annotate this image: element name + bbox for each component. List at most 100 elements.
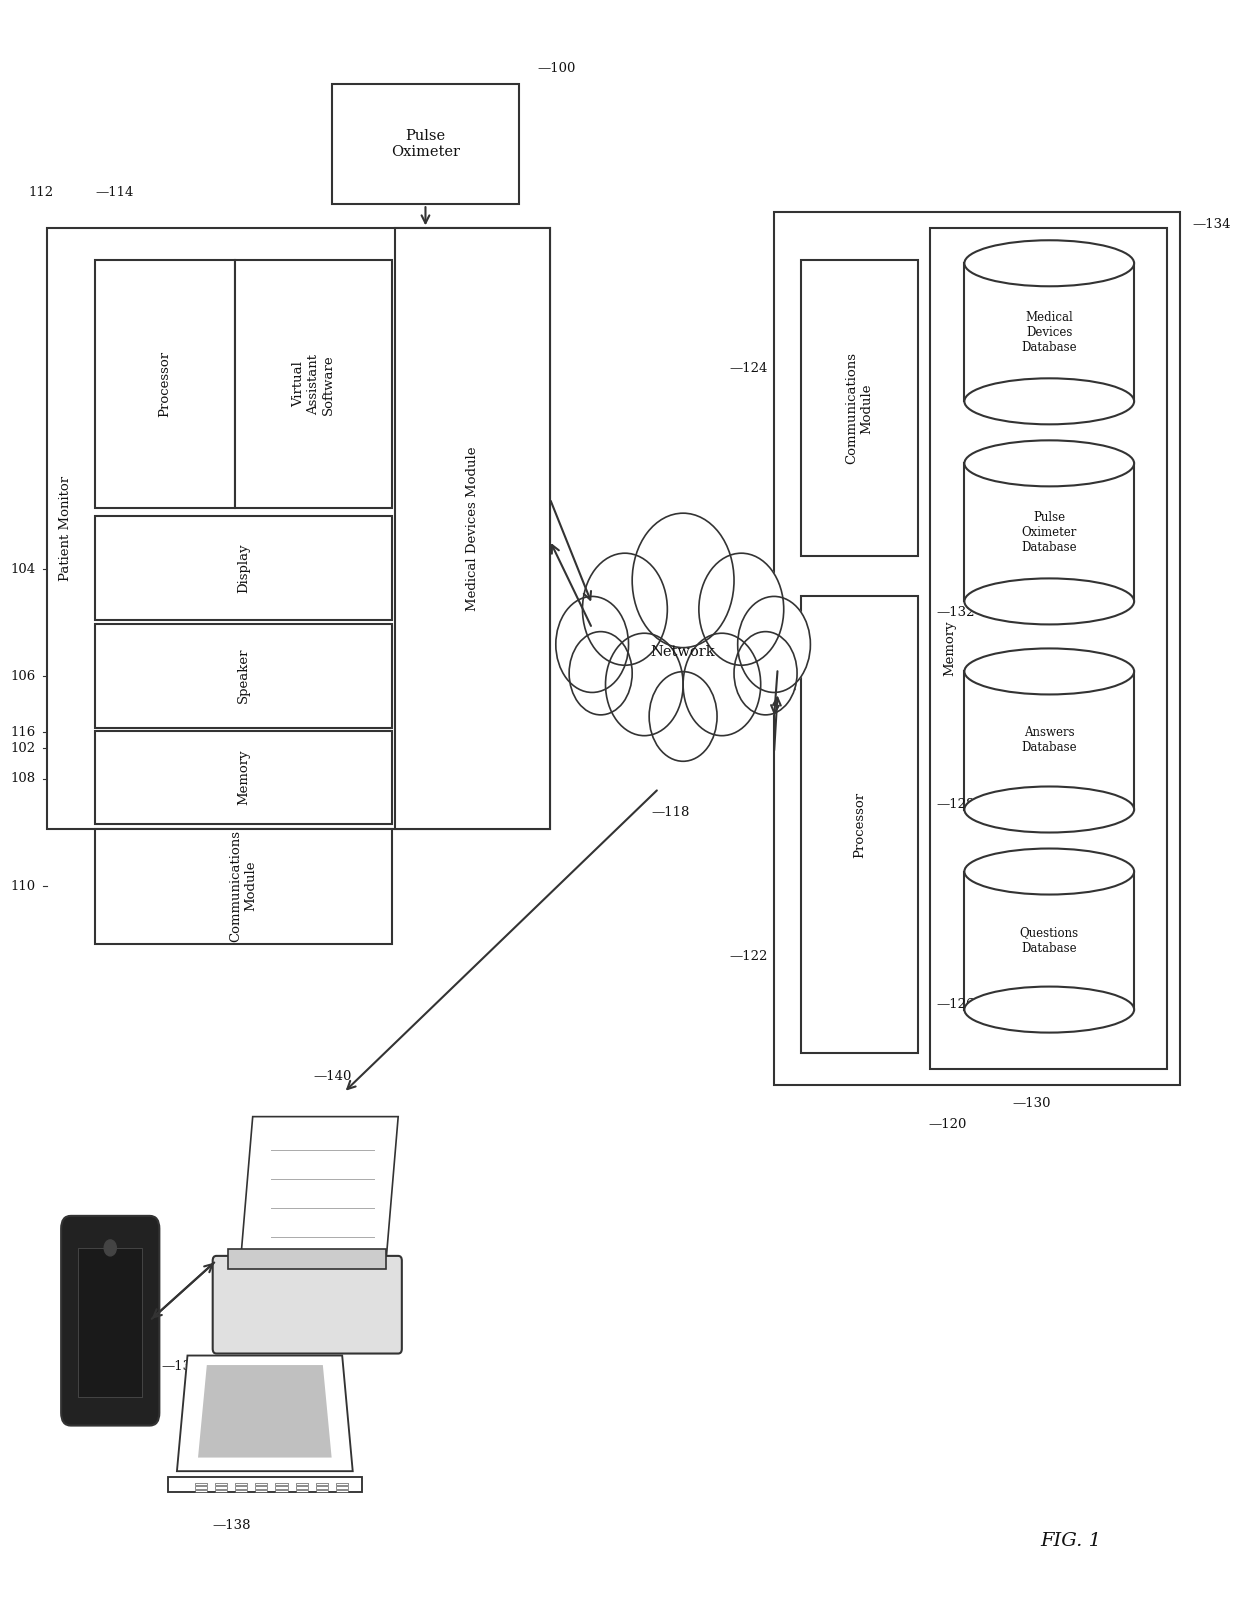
- FancyBboxPatch shape: [95, 624, 392, 727]
- Polygon shape: [965, 463, 1135, 602]
- Text: Main Server: Main Server: [787, 607, 800, 690]
- Bar: [215, 1483, 227, 1485]
- Text: Pulse
Oximeter: Pulse Oximeter: [391, 129, 460, 159]
- FancyBboxPatch shape: [95, 829, 392, 944]
- Ellipse shape: [965, 787, 1135, 832]
- Text: Answers
Database: Answers Database: [1022, 727, 1078, 755]
- Text: Processor: Processor: [159, 351, 171, 417]
- Bar: [255, 1483, 268, 1485]
- Circle shape: [738, 597, 811, 692]
- Bar: [275, 1490, 288, 1492]
- Bar: [295, 1490, 308, 1492]
- Text: —100: —100: [538, 61, 577, 74]
- Circle shape: [650, 671, 717, 761]
- Circle shape: [569, 632, 632, 714]
- FancyBboxPatch shape: [774, 212, 1180, 1084]
- Polygon shape: [965, 671, 1135, 809]
- Text: Virtual
Assistant
Software: Virtual Assistant Software: [291, 354, 335, 415]
- Text: 106: 106: [10, 669, 36, 682]
- FancyBboxPatch shape: [930, 228, 1167, 1068]
- Circle shape: [605, 634, 683, 735]
- Text: 112: 112: [29, 187, 53, 200]
- Bar: [316, 1487, 329, 1488]
- Text: Speaker: Speaker: [237, 648, 250, 703]
- Bar: [234, 1490, 247, 1492]
- FancyBboxPatch shape: [95, 516, 392, 621]
- Ellipse shape: [965, 240, 1135, 286]
- Text: —130: —130: [1012, 1097, 1050, 1110]
- FancyBboxPatch shape: [234, 261, 392, 508]
- Text: Communications
Module: Communications Module: [229, 830, 258, 943]
- Ellipse shape: [965, 848, 1135, 895]
- Bar: [234, 1483, 247, 1485]
- Text: Display: Display: [237, 544, 250, 594]
- Text: 102: 102: [10, 742, 36, 755]
- Text: Network: Network: [651, 645, 715, 660]
- Text: 104: 104: [10, 563, 36, 576]
- Bar: [295, 1483, 308, 1485]
- Polygon shape: [169, 1477, 362, 1492]
- Polygon shape: [177, 1355, 352, 1471]
- Ellipse shape: [965, 986, 1135, 1033]
- Polygon shape: [198, 1364, 331, 1458]
- Text: Questions
Database: Questions Database: [1019, 927, 1079, 954]
- Text: Memory: Memory: [944, 621, 956, 676]
- Ellipse shape: [965, 441, 1135, 486]
- FancyBboxPatch shape: [47, 228, 549, 829]
- Text: —114: —114: [95, 187, 134, 200]
- Bar: [295, 1487, 308, 1488]
- Text: —132: —132: [936, 607, 975, 619]
- Text: —138: —138: [212, 1519, 250, 1532]
- Bar: [275, 1483, 288, 1485]
- Polygon shape: [241, 1117, 398, 1261]
- FancyBboxPatch shape: [95, 730, 392, 824]
- FancyBboxPatch shape: [801, 597, 919, 1052]
- FancyBboxPatch shape: [213, 1257, 402, 1353]
- Text: Communications
Module: Communications Module: [846, 352, 873, 465]
- Text: —118: —118: [652, 806, 691, 819]
- Bar: [215, 1487, 227, 1488]
- Bar: [255, 1487, 268, 1488]
- Ellipse shape: [965, 378, 1135, 425]
- Bar: [316, 1483, 329, 1485]
- Bar: [336, 1487, 348, 1488]
- Text: —134: —134: [1193, 217, 1231, 230]
- Text: Pulse
Oximeter
Database: Pulse Oximeter Database: [1022, 512, 1078, 553]
- Polygon shape: [965, 264, 1135, 401]
- FancyBboxPatch shape: [801, 261, 919, 557]
- Bar: [195, 1487, 207, 1488]
- FancyBboxPatch shape: [95, 261, 234, 508]
- FancyBboxPatch shape: [331, 84, 520, 204]
- Circle shape: [683, 634, 760, 735]
- Text: 116: 116: [10, 726, 36, 739]
- Bar: [255, 1490, 268, 1492]
- Text: 110: 110: [10, 880, 36, 893]
- Bar: [336, 1483, 348, 1485]
- Polygon shape: [965, 872, 1135, 1009]
- Text: Medical
Devices
Database: Medical Devices Database: [1022, 311, 1078, 354]
- Circle shape: [632, 513, 734, 648]
- Text: 108: 108: [10, 772, 36, 785]
- Text: Patient Monitor: Patient Monitor: [60, 476, 72, 581]
- Bar: [234, 1487, 247, 1488]
- Circle shape: [104, 1241, 117, 1257]
- Bar: [336, 1490, 348, 1492]
- Text: FIG. 1: FIG. 1: [1040, 1532, 1101, 1549]
- Bar: [316, 1490, 329, 1492]
- FancyBboxPatch shape: [228, 1250, 386, 1268]
- Bar: [195, 1483, 207, 1485]
- Ellipse shape: [965, 578, 1135, 624]
- Text: —120: —120: [929, 1118, 967, 1131]
- Text: —126: —126: [936, 998, 975, 1010]
- Circle shape: [583, 553, 667, 665]
- FancyBboxPatch shape: [394, 228, 549, 829]
- Ellipse shape: [965, 648, 1135, 695]
- Text: —122: —122: [729, 949, 768, 964]
- Text: Medical Devices Module: Medical Devices Module: [466, 446, 479, 611]
- Text: Processor: Processor: [853, 792, 866, 858]
- Circle shape: [699, 553, 784, 665]
- FancyBboxPatch shape: [78, 1249, 143, 1397]
- Text: —124: —124: [729, 362, 768, 375]
- Circle shape: [734, 632, 797, 714]
- FancyBboxPatch shape: [61, 1216, 160, 1426]
